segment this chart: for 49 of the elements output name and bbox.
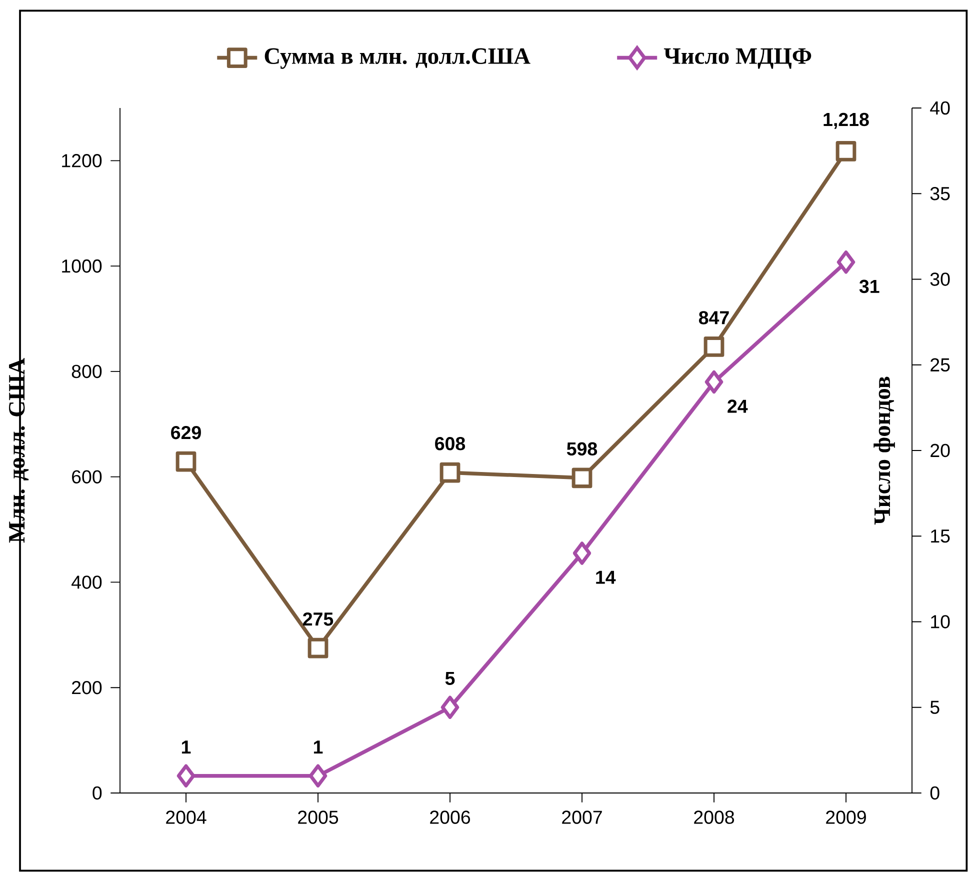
data-label: 24 [728,400,748,413]
x-tick-label: 2004 [166,810,206,824]
point [572,542,592,565]
data-label: 629 [171,426,201,440]
data-label: 608 [435,437,466,450]
y-tick-label: 0 [92,786,102,800]
y2-tick-label: 0 [930,786,940,800]
x-tick-label: 2006 [430,810,470,824]
y-tick-label: 400 [72,576,102,589]
y-tick-label: 600 [72,470,102,484]
y2-tick-label: 20 [930,444,950,458]
y2-tick-label: 35 [930,186,950,200]
data-label: 1,218 [824,112,869,129]
y2-tick-label: 30 [930,272,950,286]
point [836,250,856,274]
data-label: 1 [314,740,323,754]
point [176,764,196,788]
y2-tick-label: 5 [930,700,940,714]
point [308,638,328,658]
data-label: 5 [445,672,455,686]
y2-tick-label: 10 [931,615,950,628]
legend-label: Число МДЦФ [664,48,812,69]
y2-tick-label: 25 [930,358,950,372]
data-label: 847 [698,311,729,324]
y2-axis-title: Число фондов [874,376,895,525]
x-tick-label: 2007 [562,810,602,824]
point [176,451,196,472]
data-label: 275 [303,612,334,626]
y-tick-label: 800 [72,364,102,378]
x-tick-label: 2005 [298,810,338,824]
x-tick-label: 2009 [826,810,866,824]
point [308,764,328,788]
point [572,468,592,488]
point [440,696,460,719]
data-label: 1 [182,740,191,754]
y-tick-label: 1200 [62,154,102,168]
data-label: 598 [566,442,598,456]
y-tick-label: 200 [72,680,102,694]
point [440,462,460,483]
y-tick-label: 1000 [62,259,102,273]
y2-tick-label: 40 [930,101,950,115]
legend-label: Сумма в млн. долл.США [264,48,530,69]
y2-tick-label: 15 [931,530,950,543]
data-label: 31 [859,280,880,294]
point [704,370,724,394]
point [836,140,856,162]
point [704,336,724,357]
data-label: 14 [596,570,616,584]
x-tick-label: 2008 [694,810,734,824]
